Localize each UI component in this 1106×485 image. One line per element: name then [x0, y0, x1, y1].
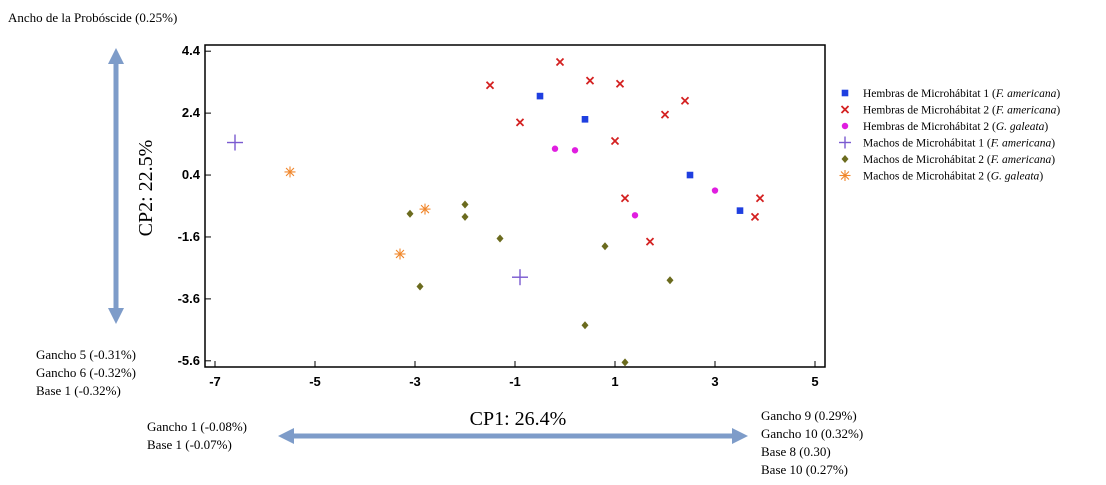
legend-marker [840, 105, 850, 114]
plot-frame [204, 44, 826, 368]
legend-label: Machos de Microhábitat 1 (F. americana) [863, 138, 1055, 150]
y-tick-label: -3.6 [178, 291, 200, 306]
legend: Hembras de Microhábitat 1 (F. americana)… [839, 88, 1060, 183]
data-point [394, 248, 406, 260]
data-point [416, 282, 424, 291]
x-axis-label: CP1: 26.4% [470, 408, 567, 430]
x-tick-label: -7 [209, 374, 221, 389]
data-point [227, 134, 243, 151]
data-point [680, 96, 690, 105]
data-point [711, 187, 719, 194]
data-point [485, 81, 495, 90]
annotation-line: Gancho 1 (-0.08%) [147, 419, 247, 434]
annotation-line: Base 8 (0.30) [761, 444, 831, 459]
x-tick-label: 5 [811, 374, 818, 389]
annotation-right-mid: Gancho 9 (0.29%) Gancho 10 (0.32%) Base … [761, 407, 863, 479]
x-tick-label: 3 [711, 374, 718, 389]
data-point [750, 212, 760, 221]
data-point [406, 209, 414, 218]
data-point [551, 145, 559, 152]
data-point [620, 194, 630, 203]
legend-marker [841, 155, 849, 163]
data-point [581, 321, 589, 330]
x-tick-label: -3 [409, 374, 421, 389]
data-point [666, 276, 674, 285]
data-point [621, 358, 629, 367]
annotation-line: Ancho de la Probóscide (0.25%) [8, 10, 178, 25]
data-point [610, 136, 620, 146]
y-tick-label: 0.4 [182, 167, 201, 182]
annotation-left-mid: Gancho 1 (-0.08%) Base 1 (-0.07%) [147, 418, 247, 454]
annotation-line: Base 10 (0.27%) [761, 462, 849, 477]
data-point [461, 200, 469, 209]
data-point [536, 92, 544, 100]
x-tick-label: 1 [611, 374, 618, 389]
y-tick-label: 4.4 [182, 43, 201, 58]
legend-label: Hembras de Microhábitat 2 (G. galeata) [863, 121, 1048, 133]
annotation-bottom-left: Gancho 5 (-0.31%) Gancho 6 (-0.32%) Base… [36, 346, 136, 400]
y-tick-label: -1.6 [178, 229, 200, 244]
data-point [284, 166, 296, 178]
data-point [660, 110, 670, 119]
y-tick-label: -5.6 [178, 353, 200, 368]
data-point [736, 207, 744, 214]
legend-label: Hembras de Microhábitat 2 (F. americana) [863, 105, 1060, 117]
data-point [419, 203, 431, 215]
data-point [512, 269, 528, 286]
legend-marker [841, 122, 849, 130]
data-point [686, 171, 694, 179]
y-tick-label: 2.4 [182, 105, 201, 120]
data-point [615, 79, 625, 88]
annotation-line: Base 1 (-0.07%) [147, 437, 232, 452]
axis-ticks: -7 -5 -3 -1 1 3 5 4.4 2.4 0.4 -1.6 -3.6 -5.6 [178, 43, 819, 389]
legend-marker [839, 170, 851, 181]
data-point [755, 194, 765, 203]
data-points [227, 57, 765, 367]
data-point [461, 212, 469, 221]
data-point [581, 116, 589, 123]
data-point [645, 237, 655, 246]
data-point [631, 212, 639, 219]
annotation-line: Gancho 6 (-0.32%) [36, 365, 136, 380]
legend-marker [839, 136, 851, 149]
data-point [515, 118, 525, 127]
data-point [496, 234, 504, 243]
data-point [571, 147, 579, 154]
annotation-top-left: Ancho de la Probóscide (0.25%) [8, 9, 177, 27]
annotation-line: Base 1 (-0.32%) [36, 383, 121, 398]
annotation-line: Gancho 10 (0.32%) [761, 426, 864, 441]
legend-marker [841, 89, 849, 97]
y-axis-label: CP2: 22.5% [135, 140, 157, 237]
data-point [585, 76, 595, 85]
x-tick-label: -1 [509, 374, 521, 389]
x-tick-label: -5 [309, 374, 321, 389]
annotation-line: Gancho 9 (0.29%) [761, 408, 857, 423]
legend-label: Machos de Microhábitat 2 (F. americana) [863, 154, 1055, 166]
legend-label: Machos de Microhábitat 2 (G. galeata) [863, 171, 1043, 183]
annotation-line: Gancho 5 (-0.31%) [36, 347, 136, 362]
data-point [601, 242, 609, 251]
legend-label: Hembras de Microhábitat 1 (F. americana) [863, 88, 1060, 100]
data-point [555, 57, 565, 67]
